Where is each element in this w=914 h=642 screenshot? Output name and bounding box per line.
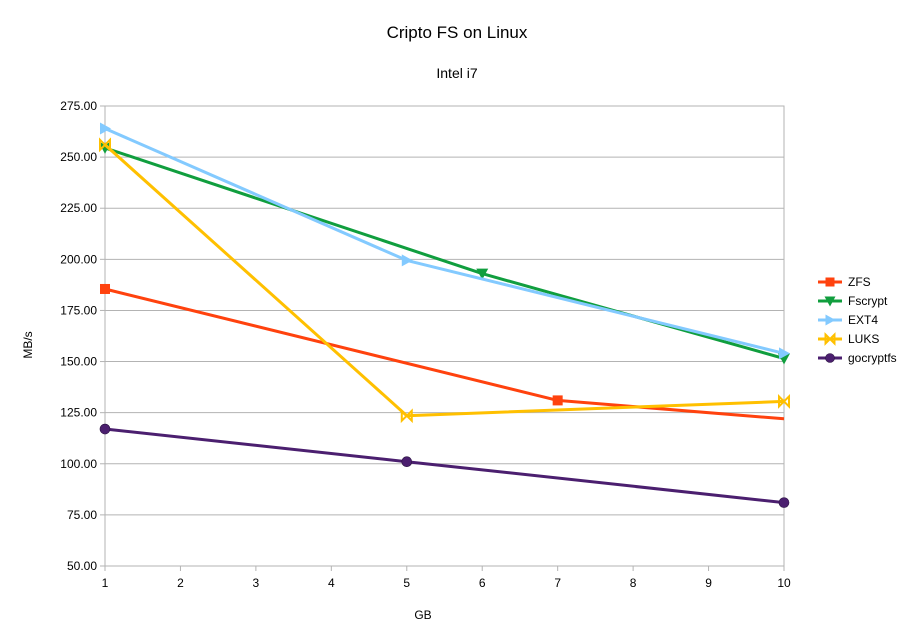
grid-lines	[105, 105, 784, 567]
data-point-marker	[779, 347, 790, 360]
y-axis-label: MB/s	[21, 331, 35, 358]
y-tick-label: 225.00	[60, 201, 97, 215]
y-tick-label: 275.00	[60, 99, 97, 113]
data-point-marker	[401, 254, 413, 267]
x-tick-label: 10	[777, 576, 791, 590]
legend: ZFS Fscrypt EXT4 LUKS gocryptfs	[818, 275, 897, 365]
data-point-marker	[401, 456, 413, 468]
plot-area-border	[104, 105, 785, 567]
series-line	[104, 127, 785, 355]
y-tick-label: 175.00	[60, 303, 97, 317]
y-axis-ticks: 50.00 75.00 100.00 125.00 150.00 175.00 200.00…	[60, 99, 105, 573]
x-tick-label: 7	[554, 576, 561, 590]
y-tick-label: 200.00	[60, 252, 97, 266]
x-tick-label: 8	[630, 576, 637, 590]
data-point-marker	[778, 394, 790, 409]
data-point-marker	[552, 395, 563, 406]
data-point-marker	[825, 353, 835, 363]
chart-title: Cripto FS on Linux	[387, 23, 528, 42]
y-tick-label: 150.00	[60, 355, 97, 369]
x-tick-label: 4	[328, 576, 335, 590]
x-axis-ticks: 1 2 3 4 5 6 7 8 9 10	[102, 566, 791, 590]
legend-label: ZFS	[848, 275, 871, 289]
series-lines	[99, 122, 790, 508]
data-point-marker	[476, 268, 489, 280]
data-point-marker	[99, 423, 111, 435]
x-tick-label: 2	[177, 576, 184, 590]
x-tick-label: 6	[479, 576, 486, 590]
data-point-marker	[400, 408, 413, 424]
x-tick-label: 9	[705, 576, 712, 590]
series-line	[103, 143, 785, 418]
y-tick-label: 75.00	[67, 508, 97, 522]
data-point-marker	[100, 122, 111, 135]
y-tick-label: 50.00	[67, 559, 97, 573]
chart-subtitle: Intel i7	[436, 65, 477, 81]
x-tick-label: 1	[102, 576, 109, 590]
data-point-marker	[100, 283, 110, 294]
data-point-marker	[824, 332, 836, 346]
legend-label: LUKS	[848, 332, 879, 346]
series-line	[104, 427, 785, 505]
legend-label: Fscrypt	[848, 294, 888, 308]
data-point-marker	[824, 296, 836, 307]
y-tick-label: 250.00	[60, 150, 97, 164]
legend-label: EXT4	[848, 313, 878, 327]
series-line	[104, 287, 785, 421]
data-point-marker	[778, 497, 790, 508]
x-tick-label: 5	[403, 576, 410, 590]
data-point-marker	[99, 137, 111, 153]
legend-label: gocryptfs	[848, 351, 897, 365]
data-point-marker	[825, 314, 836, 326]
x-axis-label: GB	[414, 608, 431, 622]
y-tick-label: 100.00	[60, 457, 97, 471]
data-point-marker	[825, 277, 835, 287]
x-tick-label: 3	[253, 576, 260, 590]
y-tick-label: 125.00	[60, 406, 97, 420]
